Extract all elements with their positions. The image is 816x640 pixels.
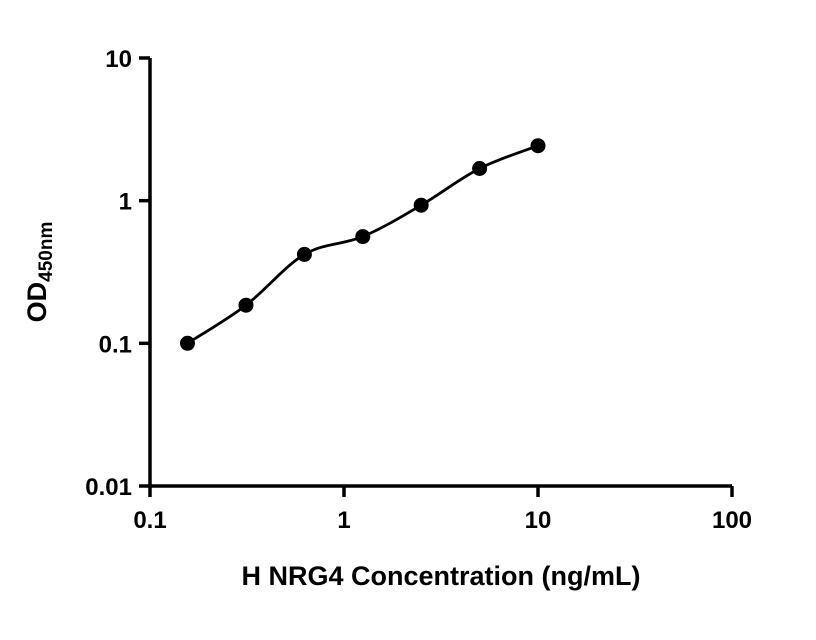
x-tick-label: 10 (525, 507, 552, 534)
axes (148, 58, 732, 488)
standard-curve-line (186, 144, 539, 345)
x-tick-label: 1 (337, 507, 350, 534)
y-axis-label-subscript: 450nm (36, 222, 57, 282)
y-tick-label: 10 (105, 46, 132, 73)
y-axis-label: OD450nm (22, 222, 57, 323)
y-tick-label: 1 (119, 189, 132, 216)
data-point-marker (238, 297, 254, 313)
x-tick-label: 0.1 (133, 507, 166, 534)
data-point-marker (180, 335, 195, 351)
data-point-marker (472, 161, 488, 176)
y-axis-label-main: OD (22, 282, 52, 323)
y-tick-label: 0.1 (99, 331, 132, 358)
data-point-marker (530, 138, 546, 154)
data-point-marker (413, 197, 429, 213)
x-tick-label: 100 (712, 507, 752, 534)
x-axis-label: H NRG4 Concentration (ng/mL) (242, 561, 641, 591)
data-point-marker (355, 229, 371, 245)
y-tick-label: 0.01 (85, 474, 132, 501)
data-point-marker (296, 246, 312, 262)
